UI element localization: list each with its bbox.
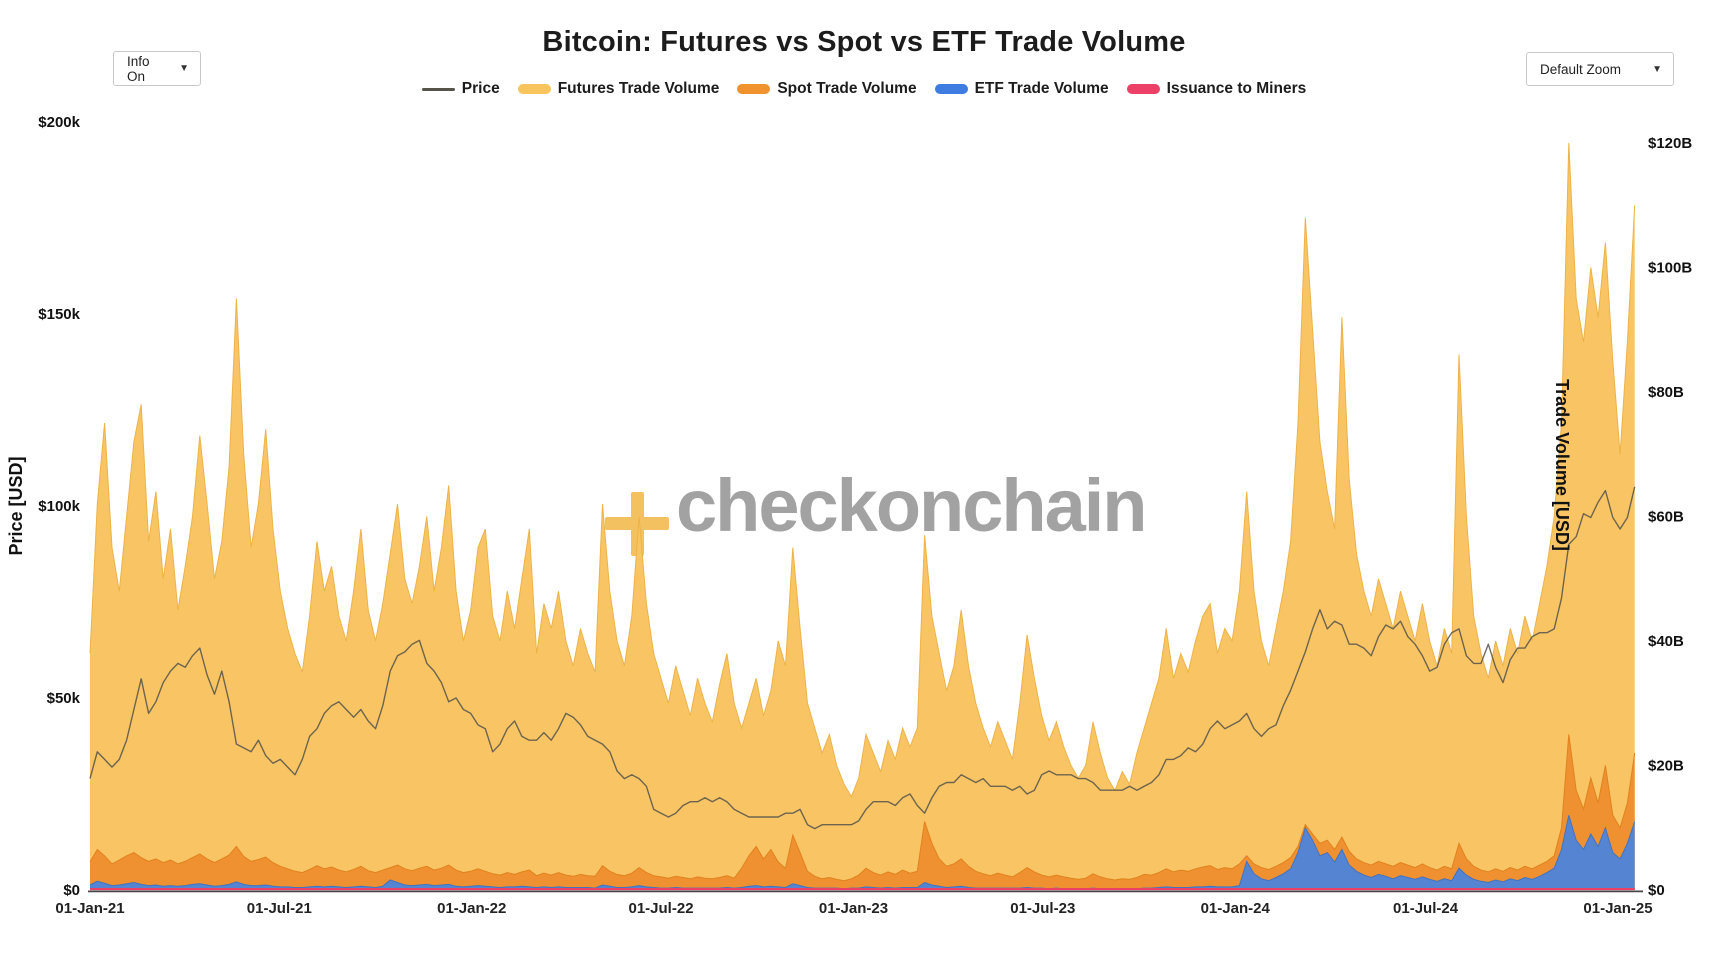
x-axis-tick: 01-Jul-24: [1393, 900, 1459, 917]
right-axis-tick: $40B: [1648, 633, 1684, 650]
legend-swatch: [1126, 84, 1160, 94]
chart-legend: Price Futures Trade Volume Spot Trade Volu…: [0, 80, 1728, 98]
edge-line: [89, 142, 1636, 798]
info-toggle-label: Info On: [127, 53, 150, 84]
chevron-down-icon: ▼: [1652, 63, 1662, 75]
x-axis-tick: 01-Jul-23: [1010, 900, 1075, 917]
x-axis-tick: 01-Jan-23: [819, 900, 888, 917]
right-axis-tick: $100B: [1648, 260, 1692, 277]
x-axis-tick: 01-Jan-21: [55, 900, 124, 917]
watermark-text: checkonchain: [676, 464, 1146, 547]
legend-item-etf-trade-volume[interactable]: ETF Trade Volume: [934, 80, 1109, 98]
x-axis-tick: 01-Jul-22: [629, 900, 694, 917]
x-axis-tick: 01-Jan-25: [1583, 900, 1652, 917]
left-axis-tick: $200k: [38, 114, 80, 131]
legend-swatch: [517, 84, 551, 94]
legend-label: Futures Trade Volume: [557, 80, 720, 97]
x-axis-tick: 01-Jan-24: [1201, 900, 1271, 917]
area-spot-trade-volume: [90, 734, 1635, 890]
chart-title: Bitcoin: Futures vs Spot vs ETF Trade Vo…: [542, 26, 1186, 58]
axes: $0 $50k $100k $150k $200k $0 $20B $40B $60B $80B $…: [38, 114, 1692, 917]
chevron-down-icon: ▼: [179, 63, 189, 74]
checkonchain-watermark: checkonchain: [605, 464, 1148, 556]
x-axis-tick: 01-Jan-22: [437, 900, 506, 917]
legend-swatch: [421, 87, 455, 91]
left-axis-tick: $100k: [38, 498, 80, 515]
left-axis-tick: $150k: [38, 306, 80, 323]
area-futures-trade-volume: [90, 143, 1635, 890]
right-axis-tick: $120B: [1648, 135, 1692, 152]
legend-label: ETF Trade Volume: [974, 80, 1109, 97]
left-axis-title: Price [USD]: [6, 456, 26, 555]
left-axis-tick: $0: [63, 882, 80, 899]
price-line: [89, 486, 1636, 830]
right-axis-tick: $20B: [1648, 758, 1684, 775]
legend-label: Price: [461, 80, 500, 97]
x-axis-tick: 01-Jul-21: [247, 900, 312, 917]
legend-item-price[interactable]: Price: [421, 80, 500, 98]
right-axis-tick: $0: [1648, 882, 1665, 899]
legend-label: Spot Trade Volume: [777, 80, 917, 97]
plot-area[interactable]: [89, 142, 1636, 891]
left-axis-tick: $50k: [47, 690, 81, 707]
legend-item-issuance-to-miners[interactable]: Issuance to Miners: [1126, 80, 1307, 98]
right-axis-tick: $60B: [1648, 509, 1684, 526]
info-toggle-dropdown[interactable]: Info On ▼: [113, 51, 201, 86]
legend-swatch: [737, 84, 771, 94]
zoom-preset-label: Default Zoom: [1540, 61, 1622, 77]
right-axis-title: Trade Volume [USD]: [1552, 379, 1572, 551]
legend-label: Issuance to Miners: [1166, 80, 1307, 97]
zoom-preset-dropdown[interactable]: Default Zoom ▼: [1526, 52, 1674, 86]
legend-swatch: [934, 84, 968, 94]
area-etf-trade-volume: [90, 815, 1635, 890]
right-axis-tick: $80B: [1648, 384, 1684, 401]
edge-line: [89, 734, 1636, 882]
legend-item-futures-trade-volume[interactable]: Futures Trade Volume: [517, 80, 720, 98]
edge-line: [89, 815, 1636, 890]
legend-item-spot-trade-volume[interactable]: Spot Trade Volume: [737, 80, 917, 98]
